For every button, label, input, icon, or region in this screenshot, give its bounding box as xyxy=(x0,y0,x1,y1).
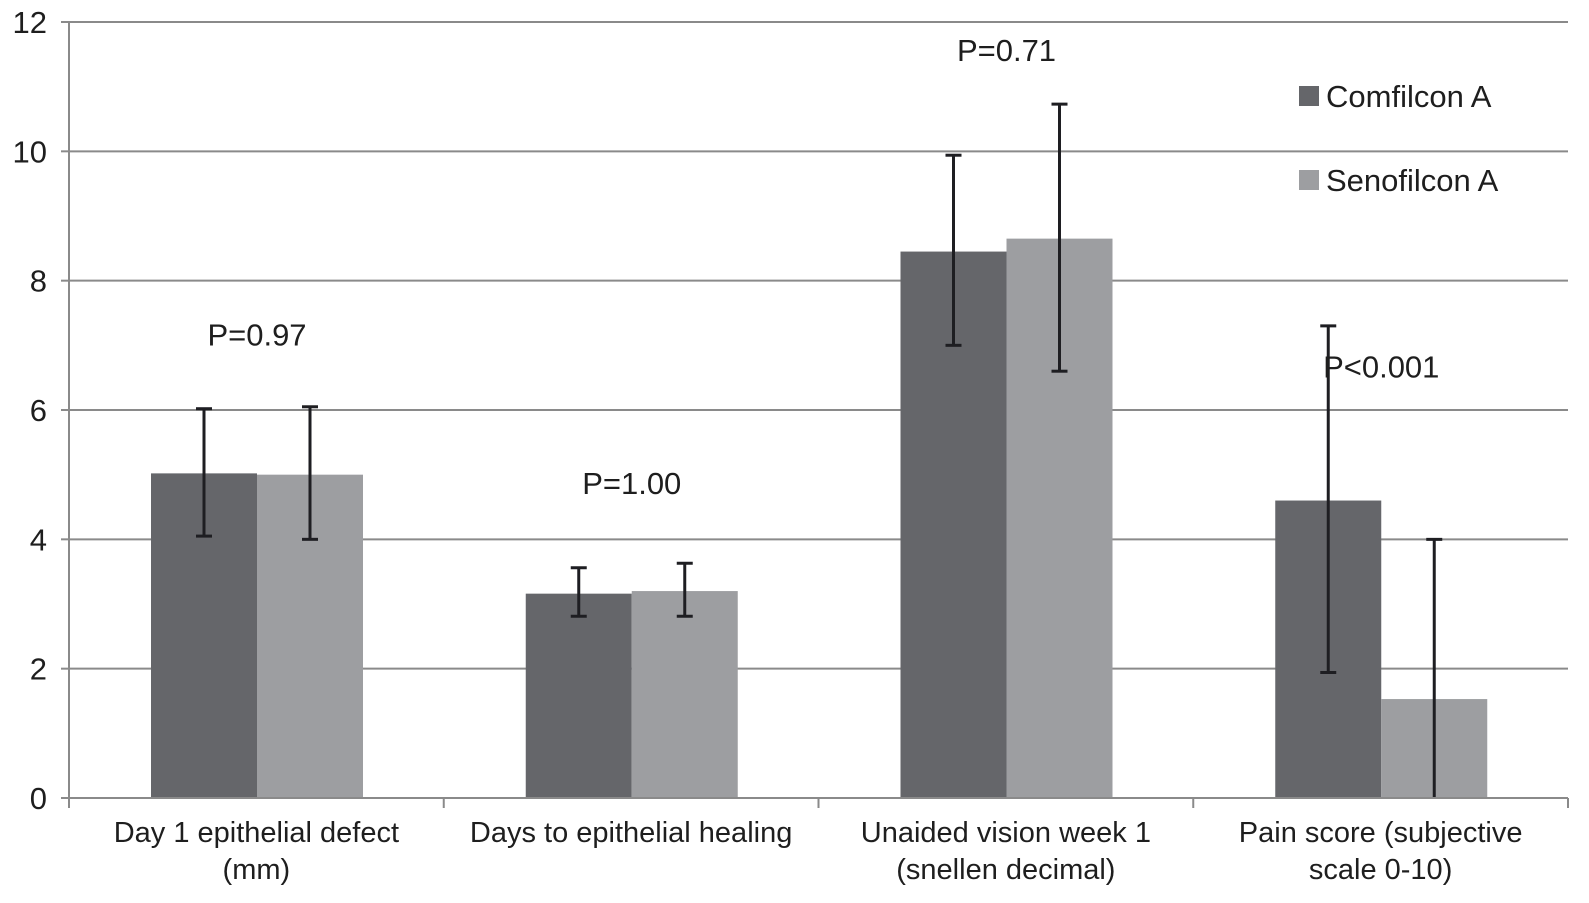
x-category-label: (mm) xyxy=(223,854,291,886)
p-value-annotation: P=0.97 xyxy=(207,317,306,352)
p-value-annotation: P=1.00 xyxy=(582,466,681,501)
bar-comfilcon-a xyxy=(525,593,632,798)
bars xyxy=(151,238,1488,799)
x-category-label: Day 1 epithelial defect xyxy=(114,817,399,849)
x-category-label: Days to epithelial healing xyxy=(470,817,792,849)
y-tick-label: 12 xyxy=(13,5,47,40)
axes xyxy=(61,21,1569,808)
legend-swatch xyxy=(1299,86,1319,106)
labels: 0 2 4 6 8 10 12 Day 1 epithelial defect (mm) Days… xyxy=(13,5,1523,886)
y-tick-label: 2 xyxy=(30,652,47,687)
legend: Comfilcon A Senofilcon A xyxy=(1299,79,1499,198)
p-value-annotation: P=0.71 xyxy=(957,33,1056,68)
legend-swatch xyxy=(1299,170,1319,190)
x-category-label: Unaided vision week 1 xyxy=(861,817,1151,849)
x-category-label: (snellen decimal) xyxy=(896,854,1115,886)
y-tick-label: 10 xyxy=(13,134,47,169)
y-tick-label: 6 xyxy=(30,393,47,428)
p-value-annotation: P<0.001 xyxy=(1323,350,1439,385)
legend-label: Comfilcon A xyxy=(1326,79,1492,114)
y-tick-label: 0 xyxy=(30,781,47,816)
legend-label: Senofilcon A xyxy=(1326,163,1499,198)
error-bars xyxy=(196,102,1443,798)
x-category-label: Pain score (subjective xyxy=(1239,817,1523,849)
y-tick-label: 4 xyxy=(30,522,47,557)
y-tick-label: 8 xyxy=(30,264,47,299)
x-category-label: scale 0-10) xyxy=(1309,854,1452,886)
bar-senofilcon-a xyxy=(631,591,738,798)
